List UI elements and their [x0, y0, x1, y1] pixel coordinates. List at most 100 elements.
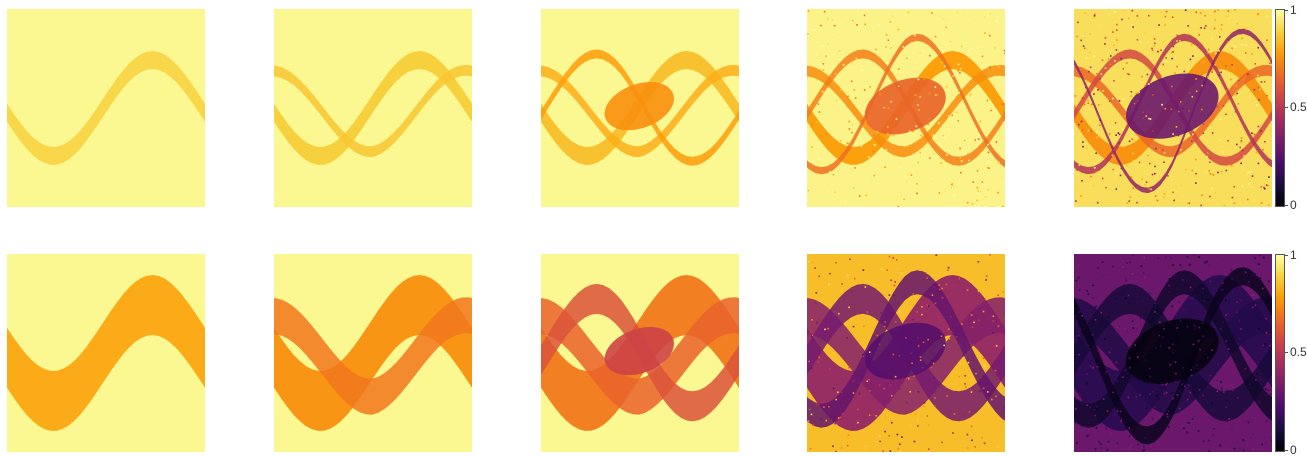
- heatmap-r2c5-speckle: [1142, 445, 1145, 448]
- heatmap-r1c4-speckle: [940, 134, 943, 136]
- heatmap-r2c4-speckle: [898, 355, 901, 357]
- heatmap-r2c4-filament-1: [807, 297, 1005, 415]
- heatmap-r2c4-speckle: [958, 277, 961, 280]
- heatmap-r2c4-speckle: [868, 378, 870, 381]
- heatmap-r2c5-speckle: [1098, 440, 1100, 443]
- heatmap-r2c4-speckle: [975, 294, 977, 296]
- heatmap-r1c5-speckle: [1135, 92, 1137, 95]
- heatmap-r1c4-speckle: [990, 109, 992, 112]
- heatmap-r2c4-speckle: [941, 441, 943, 444]
- heatmap-r1c5-speckle: [1151, 166, 1153, 169]
- heatmap-r1c5-speckle: [1109, 63, 1111, 66]
- heatmap-r2c5-speckle: [1122, 376, 1124, 378]
- heatmap-r1c4-speckle: [887, 107, 890, 109]
- heatmap-r1c4-speckle: [937, 94, 940, 96]
- heatmap-r1c5-speckle: [1093, 163, 1096, 165]
- heatmap-r1c4-speckle: [952, 75, 955, 77]
- heatmap-r1c4-speckle: [914, 94, 917, 97]
- heatmap-r1c5-speckle: [1266, 94, 1268, 97]
- heatmap-r2c5-speckle: [1079, 303, 1081, 305]
- heatmap-r2c4-filament-3: [807, 270, 1005, 428]
- heatmap-r2c5-speckle: [1137, 443, 1139, 446]
- heatmap-svg-r1c3: [541, 9, 739, 207]
- heatmap-r1c5-speckle: [1074, 95, 1077, 97]
- heatmap-r1c4-speckle: [950, 66, 952, 69]
- heatmap-r2c5-speckle: [1100, 443, 1102, 445]
- heatmap-r2c4-speckle: [857, 408, 859, 411]
- heatmap-r1c4-speckle: [884, 166, 887, 168]
- heatmap-r1c5-speckle: [1180, 9, 1183, 12]
- heatmap-r1c5-speckle: [1208, 159, 1211, 161]
- heatmap-r1c5-speckle: [1207, 48, 1210, 51]
- heatmap-r1c5-speckle: [1175, 195, 1178, 198]
- heatmap-r2c4-speckle: [828, 283, 830, 286]
- heatmap-r2c5-speckle: [1225, 340, 1227, 343]
- heatmap-r2c5-speckle: [1198, 326, 1200, 329]
- heatmap-r2c5-speckle: [1202, 287, 1204, 290]
- heatmap-r2c4-core: [864, 322, 946, 380]
- heatmap-r1c4-speckle: [850, 62, 853, 65]
- heatmap-r1c4-speckle: [821, 90, 824, 93]
- heatmap-r1c5-speckle: [1231, 44, 1233, 47]
- heatmap-panel-r1c4: [807, 9, 1005, 207]
- heatmap-r2c5-speckle: [1247, 285, 1250, 287]
- heatmap-r2c5-speckle: [1203, 300, 1205, 302]
- heatmap-r2c4-speckle: [934, 397, 936, 399]
- colorbar-top-tick-mark-0: [1285, 205, 1288, 206]
- heatmap-r1c5-speckle: [1175, 186, 1177, 188]
- heatmap-r1c5-speckle: [1186, 203, 1189, 205]
- heatmap-r1c4-speckle: [890, 100, 892, 103]
- heatmap-r2c5-speckle: [1220, 327, 1222, 330]
- heatmap-r2c4-speckle: [827, 327, 829, 330]
- heatmap-r2c5-speckle: [1199, 364, 1202, 366]
- heatmap-r2c4-speckle: [869, 449, 871, 452]
- heatmap-r1c4-speckle: [1004, 52, 1005, 55]
- heatmap-r1c5-speckle: [1221, 151, 1224, 153]
- heatmap-r2c5-speckle: [1158, 334, 1160, 337]
- heatmap-r1c5-speckle: [1113, 80, 1115, 82]
- heatmap-r1c3-filament-1: [541, 64, 739, 158]
- heatmap-r2c5-speckle: [1197, 339, 1200, 342]
- heatmap-r2c5-speckle: [1125, 279, 1128, 282]
- heatmap-r2c4-speckle: [974, 387, 976, 390]
- heatmap-r1c4-speckle: [939, 144, 942, 146]
- heatmap-r1c5-speckle: [1209, 161, 1211, 163]
- heatmap-r1c5-speckle: [1124, 115, 1126, 118]
- heatmap-r2c4-speckle: [991, 398, 993, 401]
- heatmap-r2c4-speckle: [917, 345, 920, 347]
- heatmap-r1c5-speckle: [1089, 66, 1092, 69]
- heatmap-r1c5-speckle: [1211, 132, 1214, 134]
- heatmap-r2c4-speckle: [897, 447, 900, 450]
- heatmap-r2c5-speckle: [1075, 408, 1077, 410]
- heatmap-r1c5-speckle: [1113, 149, 1115, 151]
- heatmap-r1c2-filament-1: [274, 64, 472, 158]
- heatmap-r1c5-speckle: [1251, 26, 1253, 28]
- heatmap-r2c5-speckle: [1264, 388, 1267, 390]
- heatmap-r2c5-speckle: [1211, 349, 1213, 351]
- heatmap-r1c5-speckle: [1126, 202, 1129, 204]
- heatmap-r1c4-speckle: [861, 120, 863, 122]
- heatmap-r1c4-speckle: [963, 153, 966, 155]
- heatmap-r2c5-speckle: [1253, 347, 1256, 350]
- heatmap-r2c5-speckle: [1182, 366, 1184, 369]
- heatmap-r1c5-speckle: [1267, 184, 1269, 187]
- heatmap-r1c5-speckle: [1146, 73, 1149, 76]
- heatmap-r1c5-speckle: [1226, 41, 1229, 43]
- heatmap-r1c4-speckle: [924, 157, 926, 160]
- heatmap-r1c4-speckle: [981, 181, 984, 183]
- heatmap-r1c5-speckle: [1099, 119, 1101, 121]
- heatmap-r2c4-speckle: [947, 266, 950, 269]
- heatmap-r2c5-speckle: [1169, 272, 1172, 275]
- heatmap-r1c4-speckle: [973, 25, 975, 28]
- heatmap-r2c5-speckle: [1078, 289, 1081, 291]
- heatmap-r2c5-speckle: [1077, 276, 1080, 279]
- heatmap-r1c5-speckle: [1203, 27, 1206, 29]
- heatmap-r1c5-speckle: [1077, 21, 1079, 24]
- heatmap-r1c4-speckle: [820, 134, 822, 137]
- heatmap-r2c4-speckle: [977, 337, 980, 339]
- heatmap-r1c5-speckle: [1264, 140, 1266, 143]
- heatmap-r2c4-speckle: [1002, 291, 1004, 293]
- heatmap-r1c4-speckle: [962, 106, 964, 109]
- heatmap-r2c5-speckle: [1180, 309, 1183, 312]
- heatmap-r2c4-speckle: [815, 292, 818, 294]
